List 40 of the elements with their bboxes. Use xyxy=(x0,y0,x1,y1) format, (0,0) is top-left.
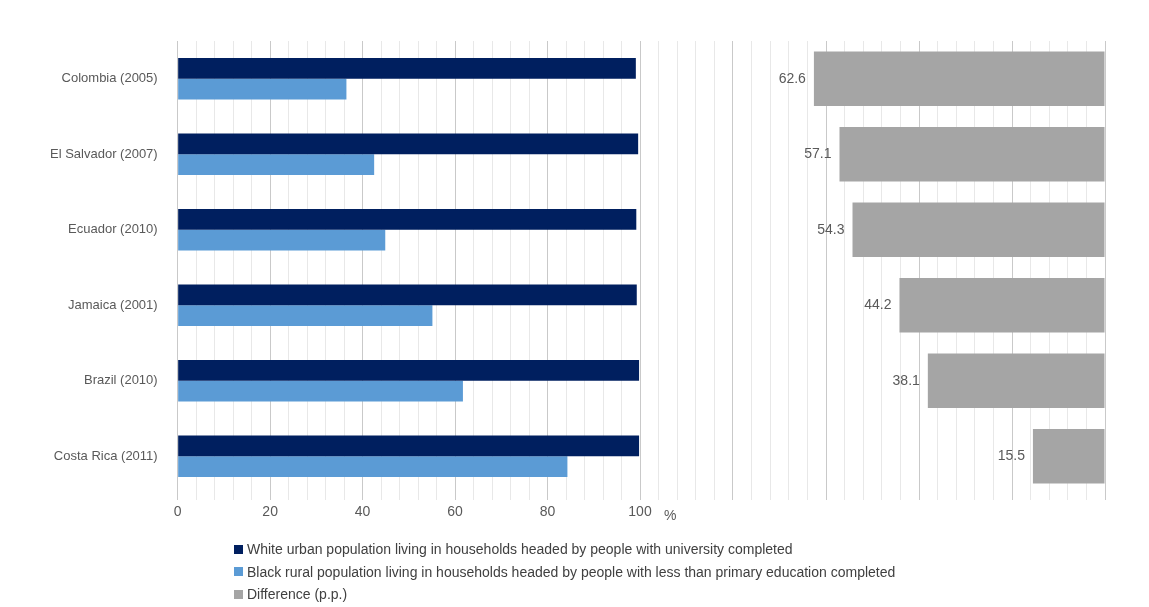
bar xyxy=(178,229,386,251)
data-label: 54.3 xyxy=(817,220,845,237)
y-tick-label: Costa Rica (2011) xyxy=(53,447,158,463)
x-tick-label: 80 xyxy=(539,503,556,520)
y-tick-label: Brazil (2010) xyxy=(83,372,158,388)
x-tick-label: 20 xyxy=(262,503,279,520)
data-label: 62.6 xyxy=(778,69,807,86)
bar xyxy=(178,208,637,230)
bar xyxy=(178,154,375,176)
x-tick-label: 60 xyxy=(447,503,464,520)
y-tick-label: Jamaica (2001) xyxy=(68,296,158,312)
bar xyxy=(178,133,639,155)
y-tick-label: El Salvador (2007) xyxy=(50,145,158,161)
bar xyxy=(839,127,1105,182)
x-axis-title: % xyxy=(664,506,677,523)
bar xyxy=(178,380,463,402)
legend-label: White urban population living in households headed by people with university completed xyxy=(247,540,793,559)
legend-label: Difference (p.p.) xyxy=(247,585,348,604)
data-label: 44.2 xyxy=(864,296,892,313)
bar xyxy=(899,278,1105,333)
bar xyxy=(178,435,640,457)
data-label: 15.5 xyxy=(997,447,1026,464)
bar xyxy=(813,51,1105,106)
x-tick-label: 100 xyxy=(628,503,652,520)
y-tick-label: Ecuador (2010) xyxy=(68,221,158,237)
bar xyxy=(178,284,637,306)
bar xyxy=(178,305,433,327)
bar xyxy=(852,202,1105,257)
bar xyxy=(927,353,1105,408)
x-tick-label: 40 xyxy=(354,503,371,520)
bar xyxy=(178,78,347,100)
bar xyxy=(178,456,568,478)
y-tick-label: Colombia (2005) xyxy=(61,70,158,86)
bar xyxy=(1032,429,1105,484)
data-label: 57.1 xyxy=(804,145,832,162)
bar xyxy=(178,359,640,381)
legend-label: Black rural population living in households headed by people with less than primary education completed xyxy=(247,562,896,582)
x-tick-label: 0 xyxy=(173,503,182,520)
data-label: 38.1 xyxy=(892,371,921,388)
bar xyxy=(178,57,636,79)
